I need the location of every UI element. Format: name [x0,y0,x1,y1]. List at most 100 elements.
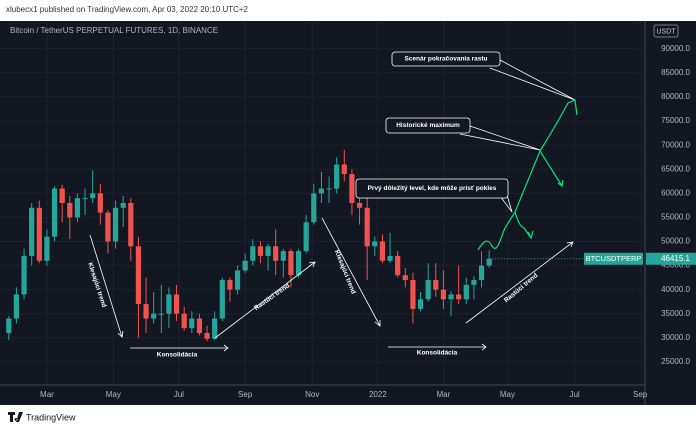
candle-body [250,246,256,261]
y-tick-label: 40000.0 [661,285,690,294]
candle-body [112,207,119,242]
candle-body [189,318,195,329]
annotation-box [355,178,509,199]
candle-body [402,275,408,281]
candle-body [128,202,134,247]
candle-body [341,164,347,175]
candle-body [51,188,58,237]
candle-body [288,251,294,276]
candle-body [318,188,325,194]
x-tick-label: Sep [633,390,648,399]
candle-body [425,280,431,300]
last-price: 46415.1 [661,254,690,263]
candle-body [219,280,225,319]
candle-body [143,304,149,319]
logo [8,412,23,422]
candle-body [456,294,462,300]
candle-body [29,207,35,256]
y-tick-label: 50000.0 [661,237,690,246]
y-tick-label: 55000.0 [661,213,690,222]
candle-body [326,188,332,190]
candle-body [303,222,309,252]
y-tick-label: 80000.0 [661,92,690,101]
symbol: BTCUSDTPERP [586,254,642,263]
candle-body [67,202,73,218]
y-tick-label: 45000.0 [661,261,690,270]
candle-body [463,284,469,300]
candle-body [105,212,111,242]
candle-body [257,246,264,256]
candle-body [410,280,416,309]
candle-body [13,294,20,319]
candle-body [135,246,142,305]
candle-body [166,294,172,314]
candle-body [311,193,317,223]
scenario-path [477,99,578,251]
y-tick-label: 65000.0 [661,164,690,173]
y-tick-label: 70000.0 [661,140,690,149]
annotation: Prvý dôležitý level, kde môže prísť pokl… [368,185,497,192]
y-tick-label: 30000.0 [661,333,690,342]
x-tick-label: May [500,390,515,399]
candle-body [280,251,286,261]
candle-body [387,255,393,261]
candle-body [486,258,492,266]
candle-body [242,260,248,271]
candle-body [97,193,103,213]
x-tick-label: Mar [40,390,54,399]
candle-body [471,280,477,285]
brand: TradingView [26,412,76,422]
candle-body [6,318,12,333]
annotation-box [385,117,471,134]
candle-body [173,294,180,314]
candle-body [120,202,126,208]
y-tick-label: 60000.0 [661,188,690,197]
candle-body [227,280,233,290]
candle-body [181,313,187,329]
candle-body [395,255,401,276]
x-tick-label: Jul [174,390,184,399]
candle-body [334,164,340,189]
y-tick-label: 85000.0 [661,68,690,77]
chart-title: Bitcoin / TetherUS PERPETUAL FUTURES, 1D… [10,26,218,35]
annotation: Konsolidácia [417,350,458,357]
candle-body [295,251,302,276]
x-tick-label: Jul [569,390,579,399]
header-bar [0,0,696,21]
candle-body [36,207,42,261]
footer-bar [0,405,696,429]
candle-body [372,241,378,247]
y-tick-label: 35000.0 [661,309,690,318]
candle-body [265,246,271,256]
candle-body [44,236,50,261]
x-tick-label: Sep [238,390,253,399]
annotation: Konsolidácia [157,352,198,359]
x-tick-label: May [106,390,121,399]
chart-area [0,21,696,405]
candle-body [59,188,65,203]
price-tag [646,252,696,265]
x-tick-label: Mar [437,390,451,399]
candle-body [212,318,218,339]
candle-body [151,313,157,319]
candle-body [74,198,81,218]
candle-body [349,174,355,203]
annotation: Historické maximum [396,122,460,129]
candle-body [448,294,454,300]
candle-body [158,313,164,315]
annotation-box [391,51,501,67]
candle-body [90,193,96,199]
y-tick-label: 25000.0 [661,357,690,366]
currency-box [653,24,679,38]
candle-body [417,299,424,309]
candle-body [440,289,447,300]
candle-body [478,265,485,281]
publisher: xlubecx1 published on TradingView.com, A… [6,5,249,14]
candle-body [379,241,386,261]
candle-body [204,332,210,339]
candle-body [273,246,279,261]
x-tick-label: 2022 [369,390,387,399]
candle-body [234,270,241,290]
y-tick-label: 90000.0 [661,44,690,53]
symbol-tag [584,252,643,265]
